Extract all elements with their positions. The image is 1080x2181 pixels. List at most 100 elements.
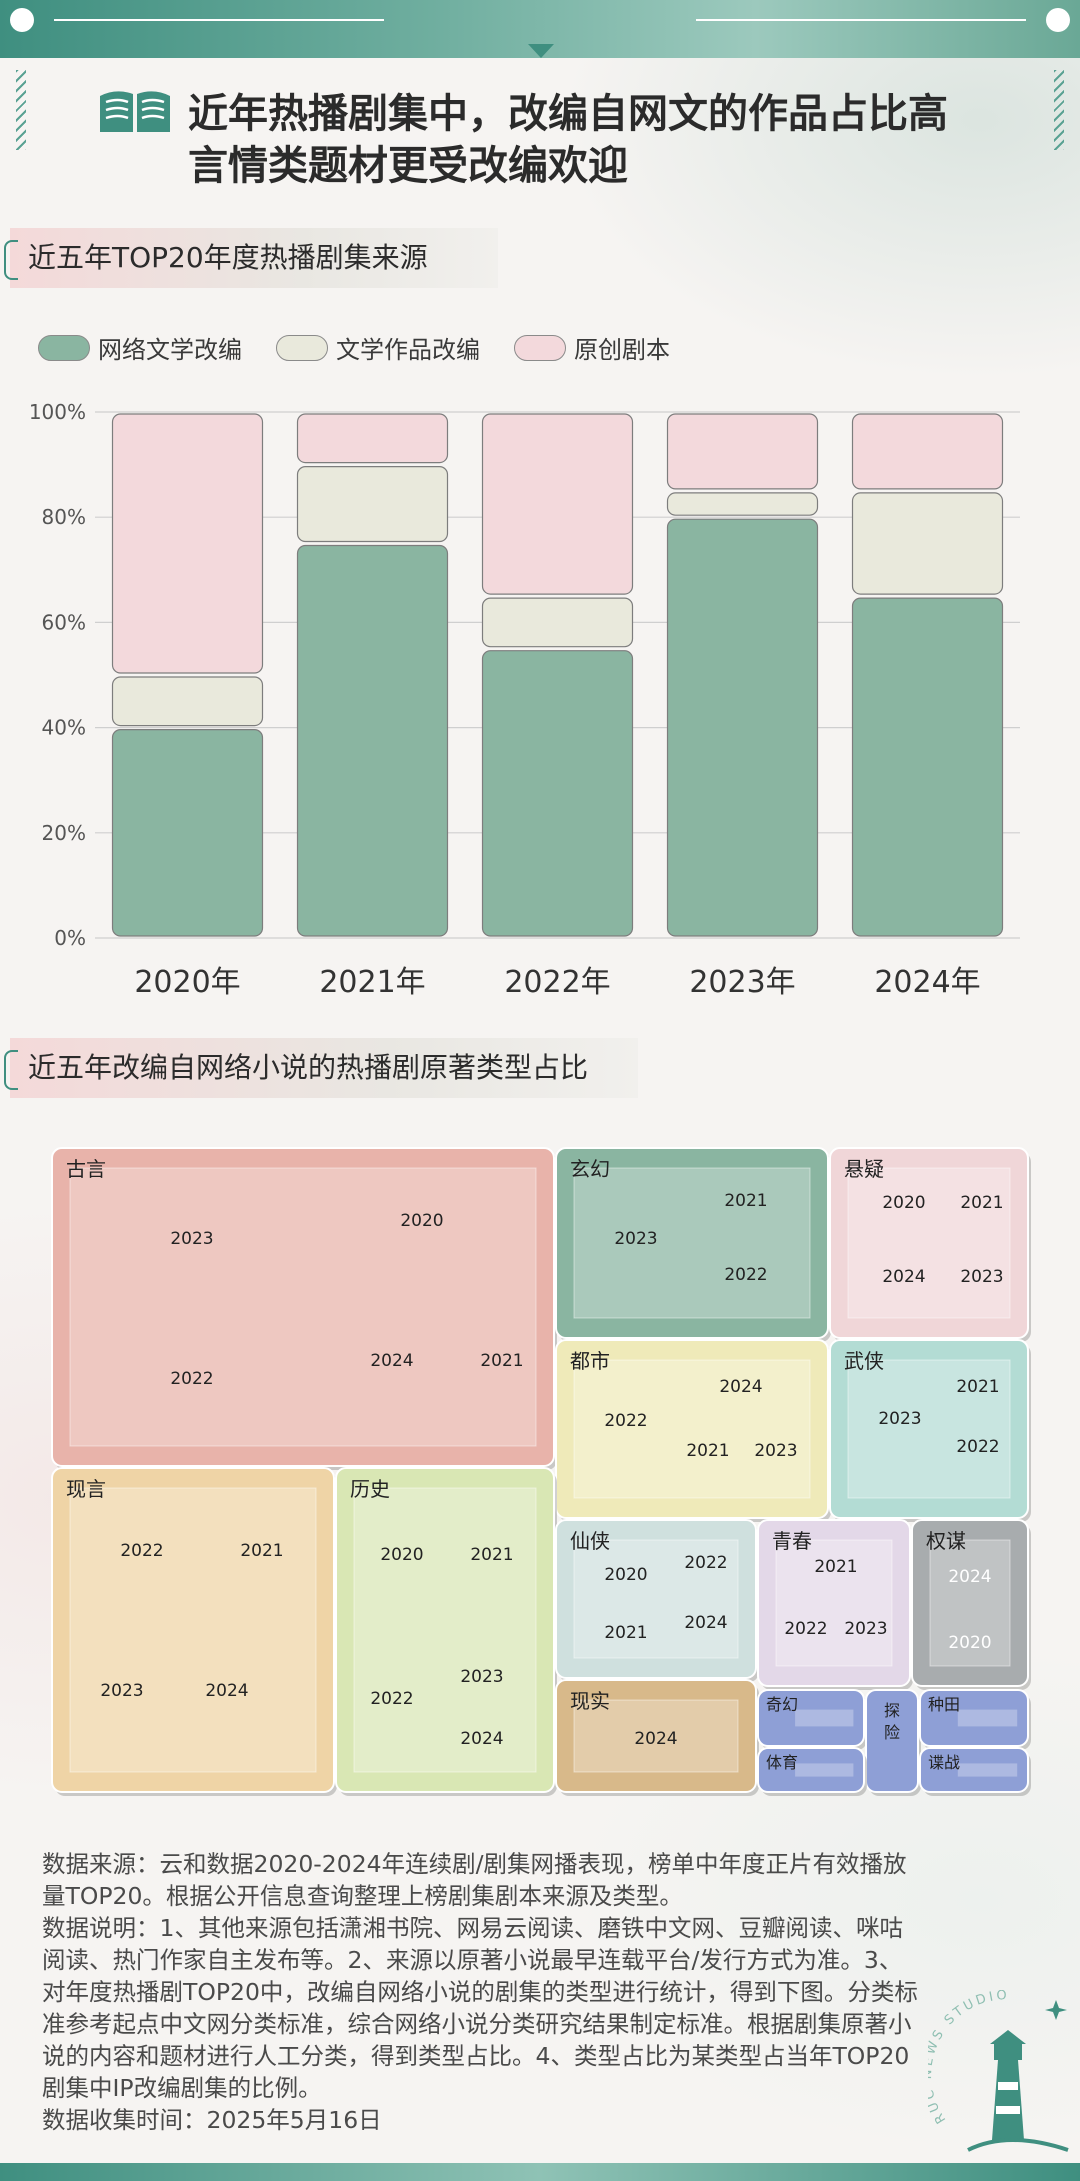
genre-label: 古言	[66, 1157, 106, 1181]
tile-inner-panel	[69, 1167, 537, 1447]
year-label: 2020	[882, 1193, 925, 1213]
year-label: 2021	[960, 1193, 1003, 1213]
tile-inner-panel	[957, 1763, 1018, 1777]
year-label: 2023	[100, 1681, 143, 1701]
bar-segment	[296, 544, 449, 937]
bar-segment	[666, 492, 819, 516]
bar-segment	[111, 729, 264, 937]
genre-tile	[555, 1147, 829, 1339]
year-label: 2022	[370, 1689, 413, 1709]
year-label: 2023	[878, 1409, 921, 1429]
genre-label: 现言	[66, 1477, 106, 1501]
legend-item-original: 原创剧本	[514, 330, 670, 365]
tile-inner-panel	[573, 1539, 739, 1659]
genre-label: 现实	[570, 1689, 610, 1713]
genre-tile	[757, 1747, 865, 1793]
bar-segment	[296, 413, 449, 464]
year-label: 2020	[948, 1633, 991, 1653]
year-label: 2022	[684, 1553, 727, 1573]
bar-segment	[666, 518, 819, 937]
data-collection-date: 数据收集时间：2025年5月16日	[42, 2106, 382, 2134]
bottom-banner	[0, 2163, 1080, 2181]
tile-inner-panel	[957, 1709, 1018, 1727]
genre-label: 青春	[772, 1529, 812, 1553]
clip-icon	[4, 1050, 18, 1090]
genre-tile	[911, 1519, 1029, 1687]
legend-item-literary: 文学作品改编	[276, 330, 480, 365]
year-label: 2022	[956, 1437, 999, 1457]
notes-block: 数据来源：云和数据2020-2024年连续剧/剧集网播表现，榜单中年度正片有效播…	[42, 1848, 922, 2136]
tile-inner-panel	[573, 1359, 811, 1499]
genre-label: 武侠	[844, 1349, 884, 1373]
tile-inner-panel	[775, 1539, 893, 1667]
x-tick-label: 2024年	[874, 965, 980, 1000]
genre-tile	[919, 1747, 1029, 1793]
title-line-1: 近年热播剧集中，改编自网文的作品占比高	[188, 91, 948, 137]
genre-tile	[51, 1147, 555, 1467]
year-label: 2022	[604, 1411, 647, 1431]
tile-inner-panel	[573, 1699, 739, 1773]
bar-segment	[481, 597, 634, 648]
year-label: 2024	[948, 1567, 991, 1587]
genre-tile	[555, 1519, 757, 1679]
decor-stripes-right	[1054, 70, 1064, 150]
year-label: 2024	[684, 1613, 727, 1633]
bar-segment	[851, 597, 1004, 937]
y-tick-label: 80%	[42, 505, 86, 529]
year-label: 2024	[634, 1729, 677, 1749]
genre-tile	[829, 1339, 1029, 1519]
year-label: 2024	[719, 1377, 762, 1397]
tile-inner-panel	[795, 1763, 854, 1777]
year-label: 2023	[460, 1667, 503, 1687]
decor-stripes-left	[16, 70, 26, 150]
bar-segment	[481, 413, 634, 595]
genre-tile	[829, 1147, 1029, 1339]
year-label: 2022	[784, 1619, 827, 1639]
clip-icon	[4, 240, 18, 280]
year-label: 2022	[120, 1541, 163, 1561]
page-title: 近年热播剧集中，改编自网文的作品占比高 言情类题材更受改编欢迎	[188, 88, 1048, 192]
genre-label: 历史	[350, 1477, 390, 1501]
section-2-title: 近五年改编自网络小说的热播剧原著类型占比	[28, 1051, 589, 1084]
genre-label: 都市	[570, 1349, 610, 1373]
year-label: 2023	[754, 1441, 797, 1461]
bar-segment	[666, 413, 819, 490]
year-label: 2023	[844, 1619, 887, 1639]
year-label: 2023	[960, 1267, 1003, 1287]
x-tick-label: 2022年	[504, 965, 610, 1000]
legend-label-network: 网络文学改编	[98, 336, 242, 364]
tile-inner-panel	[929, 1539, 1011, 1667]
genre-tile	[757, 1689, 865, 1747]
year-label: 2021	[956, 1377, 999, 1397]
year-label: 2021	[686, 1441, 729, 1461]
tile-inner-panel	[795, 1709, 854, 1727]
bar-segment	[851, 413, 1004, 490]
legend-swatch-original	[514, 334, 566, 361]
genre-label: 奇幻	[766, 1695, 798, 1714]
genre-label: 玄幻	[570, 1157, 610, 1181]
year-label: 2024	[370, 1351, 413, 1371]
genre-label: 权谋	[926, 1529, 966, 1553]
y-tick-label: 40%	[42, 716, 86, 740]
year-label: 2021	[480, 1351, 523, 1371]
title-line-2: 言情类题材更受改编欢迎	[188, 143, 628, 189]
year-label: 2023	[170, 1229, 213, 1249]
year-label: 2024	[460, 1729, 503, 1749]
tile-inner-panel	[573, 1167, 811, 1319]
tile-inner-panel	[847, 1167, 1011, 1319]
banner-dot-right	[1046, 8, 1070, 32]
year-label: 2021	[724, 1191, 767, 1211]
section-2-label: 近五年改编自网络小说的热播剧原著类型占比	[4, 1038, 638, 1098]
genre-tile	[757, 1519, 911, 1687]
genre-label: 体育	[766, 1753, 798, 1772]
year-label: 2023	[614, 1229, 657, 1249]
bar-segment	[296, 465, 449, 543]
year-label: 2024	[882, 1267, 925, 1287]
genre-treemap: 古言 2023 2020 2022 2024 2021 玄幻 2023 2021 2022 悬疑 20…	[51, 1147, 1031, 1796]
bar-segment	[481, 650, 634, 937]
genre-tile	[865, 1689, 919, 1793]
genre-tile	[555, 1339, 829, 1519]
tile-inner-panel	[69, 1487, 317, 1773]
year-label: 2020	[380, 1545, 423, 1565]
banner-line-right	[696, 19, 1026, 21]
